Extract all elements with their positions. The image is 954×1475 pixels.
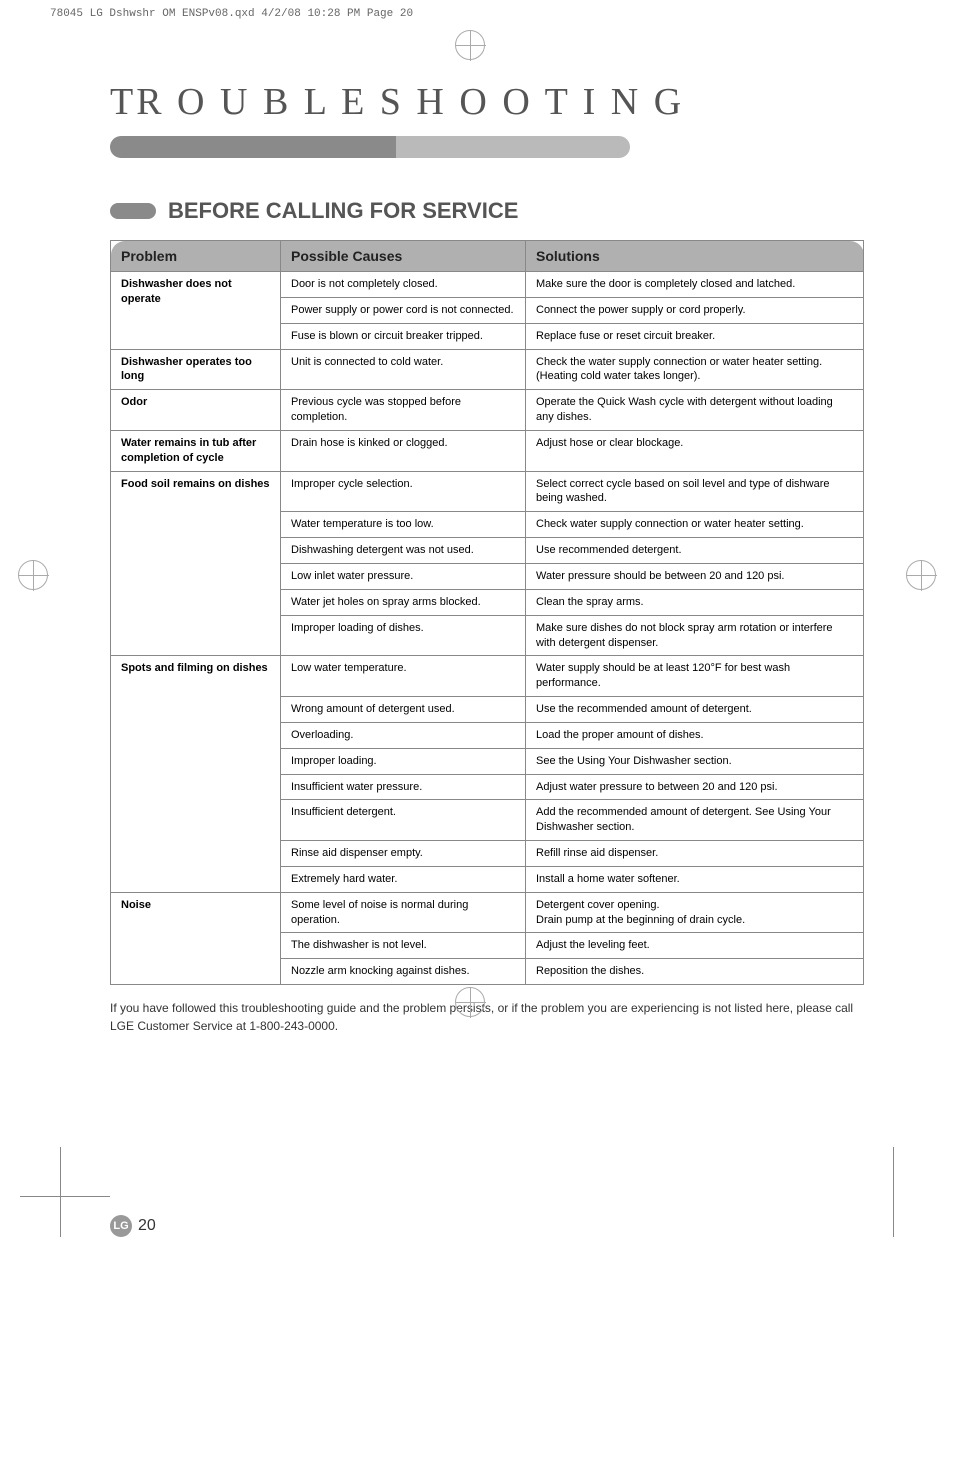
cause-cell: Some level of noise is normal during ope… — [281, 892, 526, 933]
solution-cell: Adjust water pressure to between 20 and … — [526, 774, 864, 800]
cause-cell: Insufficient water pressure. — [281, 774, 526, 800]
troubleshooting-table: Problem Possible Causes Solutions Dishwa… — [110, 240, 864, 985]
crop-mark-icon — [18, 560, 48, 590]
cause-cell: Low inlet water pressure. — [281, 563, 526, 589]
cause-cell: Rinse aid dispenser empty. — [281, 841, 526, 867]
page-number: 20 — [138, 1217, 156, 1235]
solution-cell: Select correct cycle based on soil level… — [526, 471, 864, 512]
cause-cell: Low water temperature. — [281, 656, 526, 697]
trim-mark-icon — [893, 1147, 894, 1237]
solution-cell: Water pressure should be between 20 and … — [526, 563, 864, 589]
solution-cell: Use the recommended amount of detergent. — [526, 697, 864, 723]
solution-cell: Adjust the leveling feet. — [526, 933, 864, 959]
table-row: Dishwasher operates too longUnit is conn… — [111, 349, 864, 390]
table-row: Dishwasher does not operateDoor is not c… — [111, 272, 864, 298]
col-solutions: Solutions — [526, 241, 864, 272]
solution-cell: Water supply should be at least 120°F fo… — [526, 656, 864, 697]
section-heading: BEFORE CALLING FOR SERVICE — [168, 198, 518, 224]
solution-cell: Make sure the door is completely closed … — [526, 272, 864, 298]
problem-cell: Odor — [111, 390, 281, 431]
solution-cell: Connect the power supply or cord properl… — [526, 297, 864, 323]
solution-cell: Operate the Quick Wash cycle with deterg… — [526, 390, 864, 431]
solution-cell: Refill rinse aid dispenser. — [526, 841, 864, 867]
cause-cell: Unit is connected to cold water. — [281, 349, 526, 390]
print-header: 78045 LG Dshwshr OM ENSPv08.qxd 4/2/08 1… — [0, 0, 954, 20]
solution-cell: Install a home water softener. — [526, 866, 864, 892]
table-row: Water remains in tub after completion of… — [111, 430, 864, 471]
cause-cell: Power supply or power cord is not connec… — [281, 297, 526, 323]
section-heading-row: BEFORE CALLING FOR SERVICE — [110, 198, 864, 224]
cause-cell: Insufficient detergent. — [281, 800, 526, 841]
page-title: TR O U B L E S H O O T I N G — [110, 80, 864, 124]
page-content: TR O U B L E S H O O T I N G BEFORE CALL… — [0, 20, 954, 1277]
table-row: OdorPrevious cycle was stopped before co… — [111, 390, 864, 431]
solution-cell: Check water supply connection or water h… — [526, 512, 864, 538]
cause-cell: Improper cycle selection. — [281, 471, 526, 512]
problem-cell: Dishwasher operates too long — [111, 349, 281, 390]
crop-mark-icon — [455, 30, 485, 60]
cause-cell: Fuse is blown or circuit breaker tripped… — [281, 323, 526, 349]
col-problem: Problem — [111, 241, 281, 272]
solution-cell: Replace fuse or reset circuit breaker. — [526, 323, 864, 349]
heading-bullet-icon — [110, 203, 156, 219]
col-causes: Possible Causes — [281, 241, 526, 272]
footer-note: If you have followed this troubleshootin… — [110, 999, 864, 1035]
title-underline — [110, 136, 630, 158]
page-footer: LG 20 — [110, 1215, 864, 1237]
lg-logo-icon: LG — [110, 1215, 132, 1237]
cause-cell: Drain hose is kinked or clogged. — [281, 430, 526, 471]
problem-cell: Noise — [111, 892, 281, 984]
cause-cell: The dishwasher is not level. — [281, 933, 526, 959]
cause-cell: Water temperature is too low. — [281, 512, 526, 538]
table-row: Food soil remains on dishesImproper cycl… — [111, 471, 864, 512]
table-row: Spots and filming on dishesLow water tem… — [111, 656, 864, 697]
solution-cell: Clean the spray arms. — [526, 589, 864, 615]
problem-cell: Food soil remains on dishes — [111, 471, 281, 656]
cause-cell: Water jet holes on spray arms blocked. — [281, 589, 526, 615]
cause-cell: Improper loading. — [281, 748, 526, 774]
crop-mark-icon — [906, 560, 936, 590]
cause-cell: Dishwashing detergent was not used. — [281, 538, 526, 564]
solution-cell: Use recommended detergent. — [526, 538, 864, 564]
solution-cell: Reposition the dishes. — [526, 959, 864, 985]
cause-cell: Extremely hard water. — [281, 866, 526, 892]
cause-cell: Wrong amount of detergent used. — [281, 697, 526, 723]
solution-cell: Make sure dishes do not block spray arm … — [526, 615, 864, 656]
solution-cell: Detergent cover opening.Drain pump at th… — [526, 892, 864, 933]
cause-cell: Overloading. — [281, 722, 526, 748]
crop-mark-icon — [455, 987, 485, 1017]
trim-mark-icon — [60, 1147, 61, 1237]
cause-cell: Door is not completely closed. — [281, 272, 526, 298]
solution-cell: See the Using Your Dishwasher section. — [526, 748, 864, 774]
problem-cell: Water remains in tub after completion of… — [111, 430, 281, 471]
solution-cell: Adjust hose or clear blockage. — [526, 430, 864, 471]
solution-cell: Add the recommended amount of detergent.… — [526, 800, 864, 841]
solution-cell: Check the water supply connection or wat… — [526, 349, 864, 390]
cause-cell: Previous cycle was stopped before comple… — [281, 390, 526, 431]
cause-cell: Nozzle arm knocking against dishes. — [281, 959, 526, 985]
table-row: NoiseSome level of noise is normal durin… — [111, 892, 864, 933]
problem-cell: Dishwasher does not operate — [111, 272, 281, 350]
problem-cell: Spots and filming on dishes — [111, 656, 281, 892]
solution-cell: Load the proper amount of dishes. — [526, 722, 864, 748]
cause-cell: Improper loading of dishes. — [281, 615, 526, 656]
trim-mark-icon — [20, 1196, 110, 1197]
